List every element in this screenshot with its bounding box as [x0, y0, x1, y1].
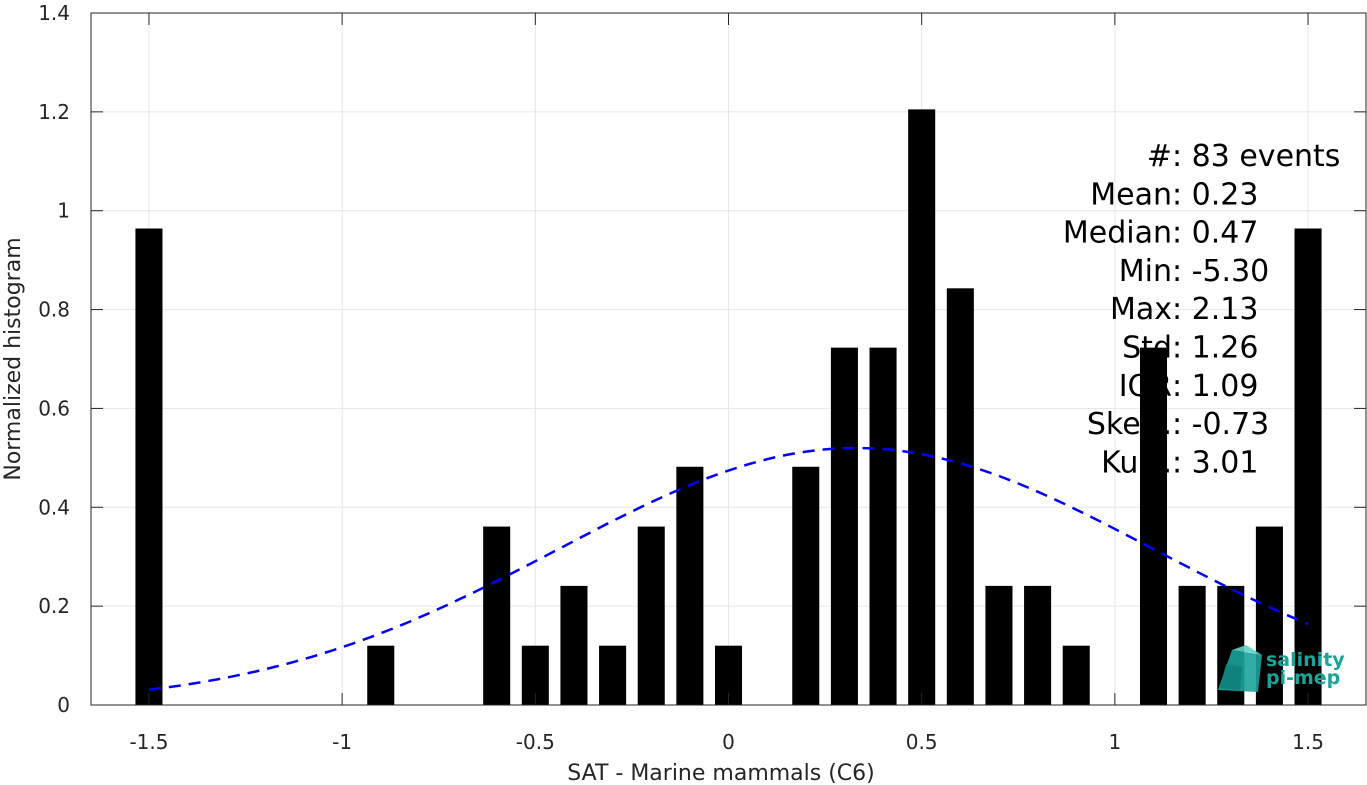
y-tick-label-4: 0.8	[38, 298, 70, 322]
y-tick-label-6: 1.2	[38, 100, 70, 124]
logo-line-2: pi-mep	[1266, 667, 1340, 689]
x-tick-labels: -1.5 -1 -0.5 0 0.5 1 1.5	[129, 730, 1324, 754]
histogram-bar-21	[1294, 228, 1322, 705]
histogram-bar-15	[1024, 585, 1052, 705]
y-axis-label: Normalized histogram	[1, 237, 26, 480]
stat-label-5: Std	[1122, 331, 1172, 366]
x-axis-label: SAT - Marine mammals (C6)	[567, 761, 875, 785]
logo-line-1: salinity	[1266, 649, 1345, 671]
y-tick-label-5: 1	[57, 199, 70, 223]
histogram-bar-1	[367, 645, 395, 705]
histogram-bar-2	[483, 526, 511, 705]
histogram-bar-16	[1062, 645, 1090, 705]
salinity-pi-mep-logo: salinity pi-mep	[1218, 645, 1345, 692]
histogram-bar-18	[1178, 585, 1206, 705]
x-tick-label-0: -1.5	[129, 730, 168, 754]
histogram-bar-9	[792, 466, 820, 705]
stat-label-6: IQR	[1119, 369, 1172, 404]
y-tick-label-0: 0	[57, 693, 70, 717]
y-tick-label-3: 0.6	[38, 396, 70, 420]
stat-value-6: : 1.09	[1172, 369, 1258, 404]
stat-label-1: Mean	[1090, 177, 1172, 212]
x-tick-label-4: 0.5	[906, 730, 938, 754]
stat-value-2: : 0.47	[1172, 216, 1258, 251]
y-tick-label-1: 0.2	[38, 594, 70, 618]
stat-label-2: Median	[1063, 216, 1172, 251]
stat-value-7: : -0.73	[1172, 407, 1269, 442]
stat-value-3: : -5.30	[1172, 254, 1269, 289]
histogram-bar-12	[908, 109, 936, 705]
stat-label-3: Min	[1119, 254, 1172, 289]
histogram-bars	[135, 109, 1322, 705]
y-tick-labels: 0 0.2 0.4 0.6 0.8 1 1.2 1.4	[38, 1, 70, 717]
stat-label-4: Max	[1110, 292, 1172, 327]
histogram-bar-0	[135, 228, 163, 705]
stat-value-5: : 1.26	[1172, 331, 1258, 366]
stat-value-8: : 3.01	[1172, 445, 1258, 480]
histogram-bar-7	[676, 466, 704, 705]
stat-value-1: : 0.23	[1172, 177, 1258, 212]
x-tick-label-5: 1	[1108, 730, 1121, 754]
cube-logo-icon	[1218, 645, 1262, 692]
histogram-bar-4	[560, 585, 588, 705]
stat-label-0: #	[1147, 139, 1172, 174]
histogram-bar-13	[946, 288, 974, 705]
histogram-bar-11	[869, 347, 897, 705]
x-tick-label-3: 0	[722, 730, 735, 754]
stat-value-0: : 83 events	[1172, 139, 1340, 174]
stat-label-8: Kurt.	[1101, 445, 1172, 480]
stat-value-4: : 2.13	[1172, 292, 1258, 327]
histogram-bar-10	[830, 347, 858, 705]
x-tick-label-2: -0.5	[516, 730, 555, 754]
histogram-bar-20	[1255, 526, 1283, 705]
stat-label-7: Skew.	[1087, 407, 1172, 442]
histogram-bar-17	[1139, 347, 1168, 705]
y-tick-label-7: 1.4	[38, 1, 70, 25]
normal-fit-curve	[148, 446, 1309, 691]
axes	[90, 12, 1367, 706]
y-tick-label-2: 0.4	[38, 495, 70, 519]
histogram-bar-14	[985, 585, 1013, 705]
x-tick-label-6: 1.5	[1292, 730, 1324, 754]
x-tick-label-1: -1	[332, 730, 352, 754]
histogram-bar-5	[599, 645, 627, 705]
histogram-bar-6	[637, 526, 665, 705]
